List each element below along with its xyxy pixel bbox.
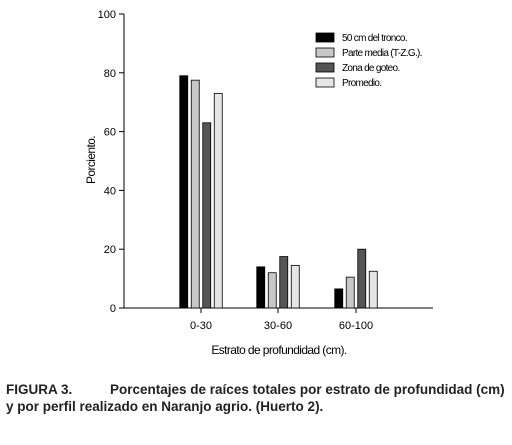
legend-label: Parte media (T-Z.G.). — [342, 48, 422, 59]
bar — [357, 248, 367, 309]
bar — [202, 122, 212, 309]
legend-label: 50 cm del tronco. — [342, 33, 407, 44]
bar — [279, 256, 289, 309]
y-tick-label: 100 — [98, 9, 116, 21]
y-tick-label: 0 — [110, 303, 116, 315]
legend-swatch — [315, 62, 335, 73]
legend-label: Promedio. — [342, 78, 381, 89]
x-tick-label: 0-30 — [190, 320, 212, 332]
figure-caption: FIGURA 3. Porcentajes de raíces totales p… — [6, 381, 508, 415]
bar — [368, 270, 378, 309]
bar — [267, 272, 277, 309]
bar — [213, 92, 223, 309]
y-tick-label: 60 — [104, 127, 116, 139]
bar — [256, 266, 266, 309]
bar — [290, 264, 300, 309]
chart-legend: 50 cm del tronco. Parte media (T-Z.G.). Zo… — [315, 32, 422, 89]
y-tick-label: 20 — [104, 244, 116, 256]
bar — [334, 288, 344, 309]
figure-caption-text: Porcentajes de raíces totales por estrat… — [6, 382, 505, 414]
figure-caption-label: FIGURA 3. — [6, 382, 73, 397]
chart-axes — [119, 13, 433, 313]
y-tick-labels: 0 20 40 60 80 100 — [98, 9, 116, 315]
x-tick-labels: 0-30 30-60 60-100 — [190, 320, 373, 332]
legend-swatch — [315, 47, 335, 58]
legend-swatch — [315, 77, 335, 88]
y-tick-label: 80 — [104, 68, 116, 80]
chart-bars — [179, 75, 378, 309]
x-axis-label: Estrato de profundidad (cm). — [211, 343, 347, 357]
x-tick-label: 60-100 — [339, 320, 373, 332]
bar — [190, 79, 200, 309]
x-tick-label: 30-60 — [264, 320, 292, 332]
legend-label: Zona de goteo. — [342, 63, 399, 74]
y-tick-label: 40 — [104, 185, 116, 197]
bar — [345, 276, 355, 309]
bar-chart: 0-30 30-60 60-100 0 20 40 60 80 100 50 cm del t… — [84, 9, 433, 357]
legend-swatch — [315, 32, 335, 43]
bar — [179, 75, 189, 309]
y-axis-label: Porciento. — [84, 136, 98, 184]
